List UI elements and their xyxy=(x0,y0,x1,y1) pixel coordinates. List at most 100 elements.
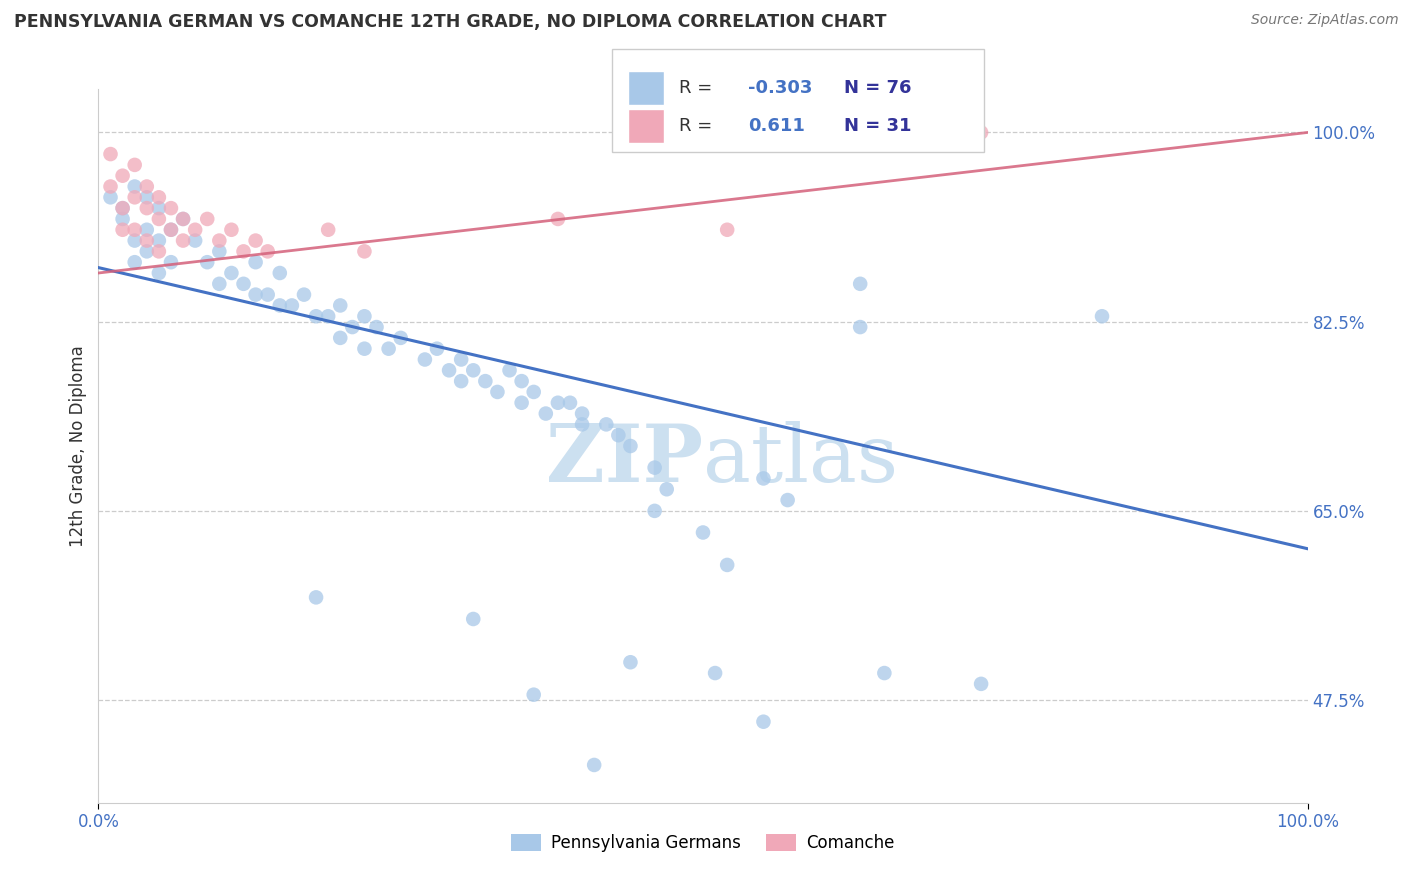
Point xyxy=(148,244,170,259)
Point xyxy=(100,190,122,204)
Text: ZIP: ZIP xyxy=(546,421,703,500)
Point xyxy=(135,190,157,204)
Point xyxy=(111,223,134,237)
Point xyxy=(1091,310,1114,324)
Point xyxy=(172,234,194,248)
Point xyxy=(135,223,157,237)
Point xyxy=(124,255,146,269)
Point xyxy=(486,384,509,399)
Y-axis label: 12th Grade, No Diploma: 12th Grade, No Diploma xyxy=(69,345,87,547)
FancyBboxPatch shape xyxy=(612,49,984,152)
Point xyxy=(124,234,146,248)
Point xyxy=(571,407,593,421)
Point xyxy=(208,244,231,259)
Point xyxy=(571,417,593,432)
Point xyxy=(135,234,157,248)
Point xyxy=(256,244,278,259)
Point xyxy=(208,234,231,248)
Text: 0.611: 0.611 xyxy=(748,117,804,135)
Point xyxy=(353,244,375,259)
Point xyxy=(413,352,436,367)
Point xyxy=(510,396,533,410)
Point xyxy=(135,244,157,259)
Point xyxy=(426,342,449,356)
Point xyxy=(148,211,170,226)
Point xyxy=(353,342,375,356)
Point xyxy=(148,266,170,280)
Point xyxy=(172,211,194,226)
Text: R =: R = xyxy=(679,79,718,97)
Point xyxy=(389,331,412,345)
Point xyxy=(111,201,134,215)
Point xyxy=(655,482,678,496)
Point xyxy=(100,147,122,161)
Point xyxy=(208,277,231,291)
Point xyxy=(269,298,291,312)
Text: N = 31: N = 31 xyxy=(844,117,911,135)
Point xyxy=(135,179,157,194)
Point xyxy=(849,136,872,151)
Point xyxy=(232,244,254,259)
Point xyxy=(135,201,157,215)
Point xyxy=(160,223,183,237)
Point xyxy=(558,396,581,410)
Text: Source: ZipAtlas.com: Source: ZipAtlas.com xyxy=(1251,13,1399,28)
Point xyxy=(269,266,291,280)
Point xyxy=(329,298,352,312)
Point xyxy=(111,201,134,215)
Point xyxy=(463,612,485,626)
Point xyxy=(873,666,896,681)
Point xyxy=(510,374,533,388)
Point xyxy=(644,460,666,475)
Point xyxy=(523,384,546,399)
Point xyxy=(752,714,775,729)
Point xyxy=(716,223,738,237)
Point xyxy=(752,471,775,485)
Point xyxy=(124,158,146,172)
FancyBboxPatch shape xyxy=(628,109,664,143)
Point xyxy=(172,211,194,226)
Point xyxy=(195,211,218,226)
Point xyxy=(342,320,364,334)
Point xyxy=(221,223,243,237)
Point xyxy=(619,439,641,453)
Point xyxy=(692,525,714,540)
Point xyxy=(607,428,630,442)
Point xyxy=(124,179,146,194)
Point xyxy=(316,310,339,324)
Point xyxy=(100,179,122,194)
Point xyxy=(437,363,460,377)
Point xyxy=(160,255,183,269)
Point xyxy=(111,211,134,226)
Text: -0.303: -0.303 xyxy=(748,79,813,97)
Point xyxy=(256,287,278,301)
Point xyxy=(232,277,254,291)
Point xyxy=(305,310,328,324)
Point xyxy=(221,266,243,280)
Text: R =: R = xyxy=(679,117,718,135)
Point xyxy=(547,396,569,410)
Point xyxy=(111,169,134,183)
Point xyxy=(305,591,328,605)
Point xyxy=(160,201,183,215)
Legend: Pennsylvania Germans, Comanche: Pennsylvania Germans, Comanche xyxy=(505,827,901,859)
Point xyxy=(523,688,546,702)
Point xyxy=(704,666,727,681)
Point xyxy=(450,374,472,388)
Text: N = 76: N = 76 xyxy=(844,79,911,97)
Point xyxy=(619,655,641,669)
Point xyxy=(245,255,267,269)
Point xyxy=(776,493,799,508)
Point xyxy=(148,190,170,204)
Point xyxy=(970,677,993,691)
Point xyxy=(595,417,617,432)
Point xyxy=(160,223,183,237)
Point xyxy=(292,287,315,301)
Point xyxy=(366,320,388,334)
Point xyxy=(534,407,557,421)
Point xyxy=(450,352,472,367)
Point xyxy=(124,223,146,237)
Point xyxy=(245,287,267,301)
Point xyxy=(184,223,207,237)
Point xyxy=(498,363,520,377)
